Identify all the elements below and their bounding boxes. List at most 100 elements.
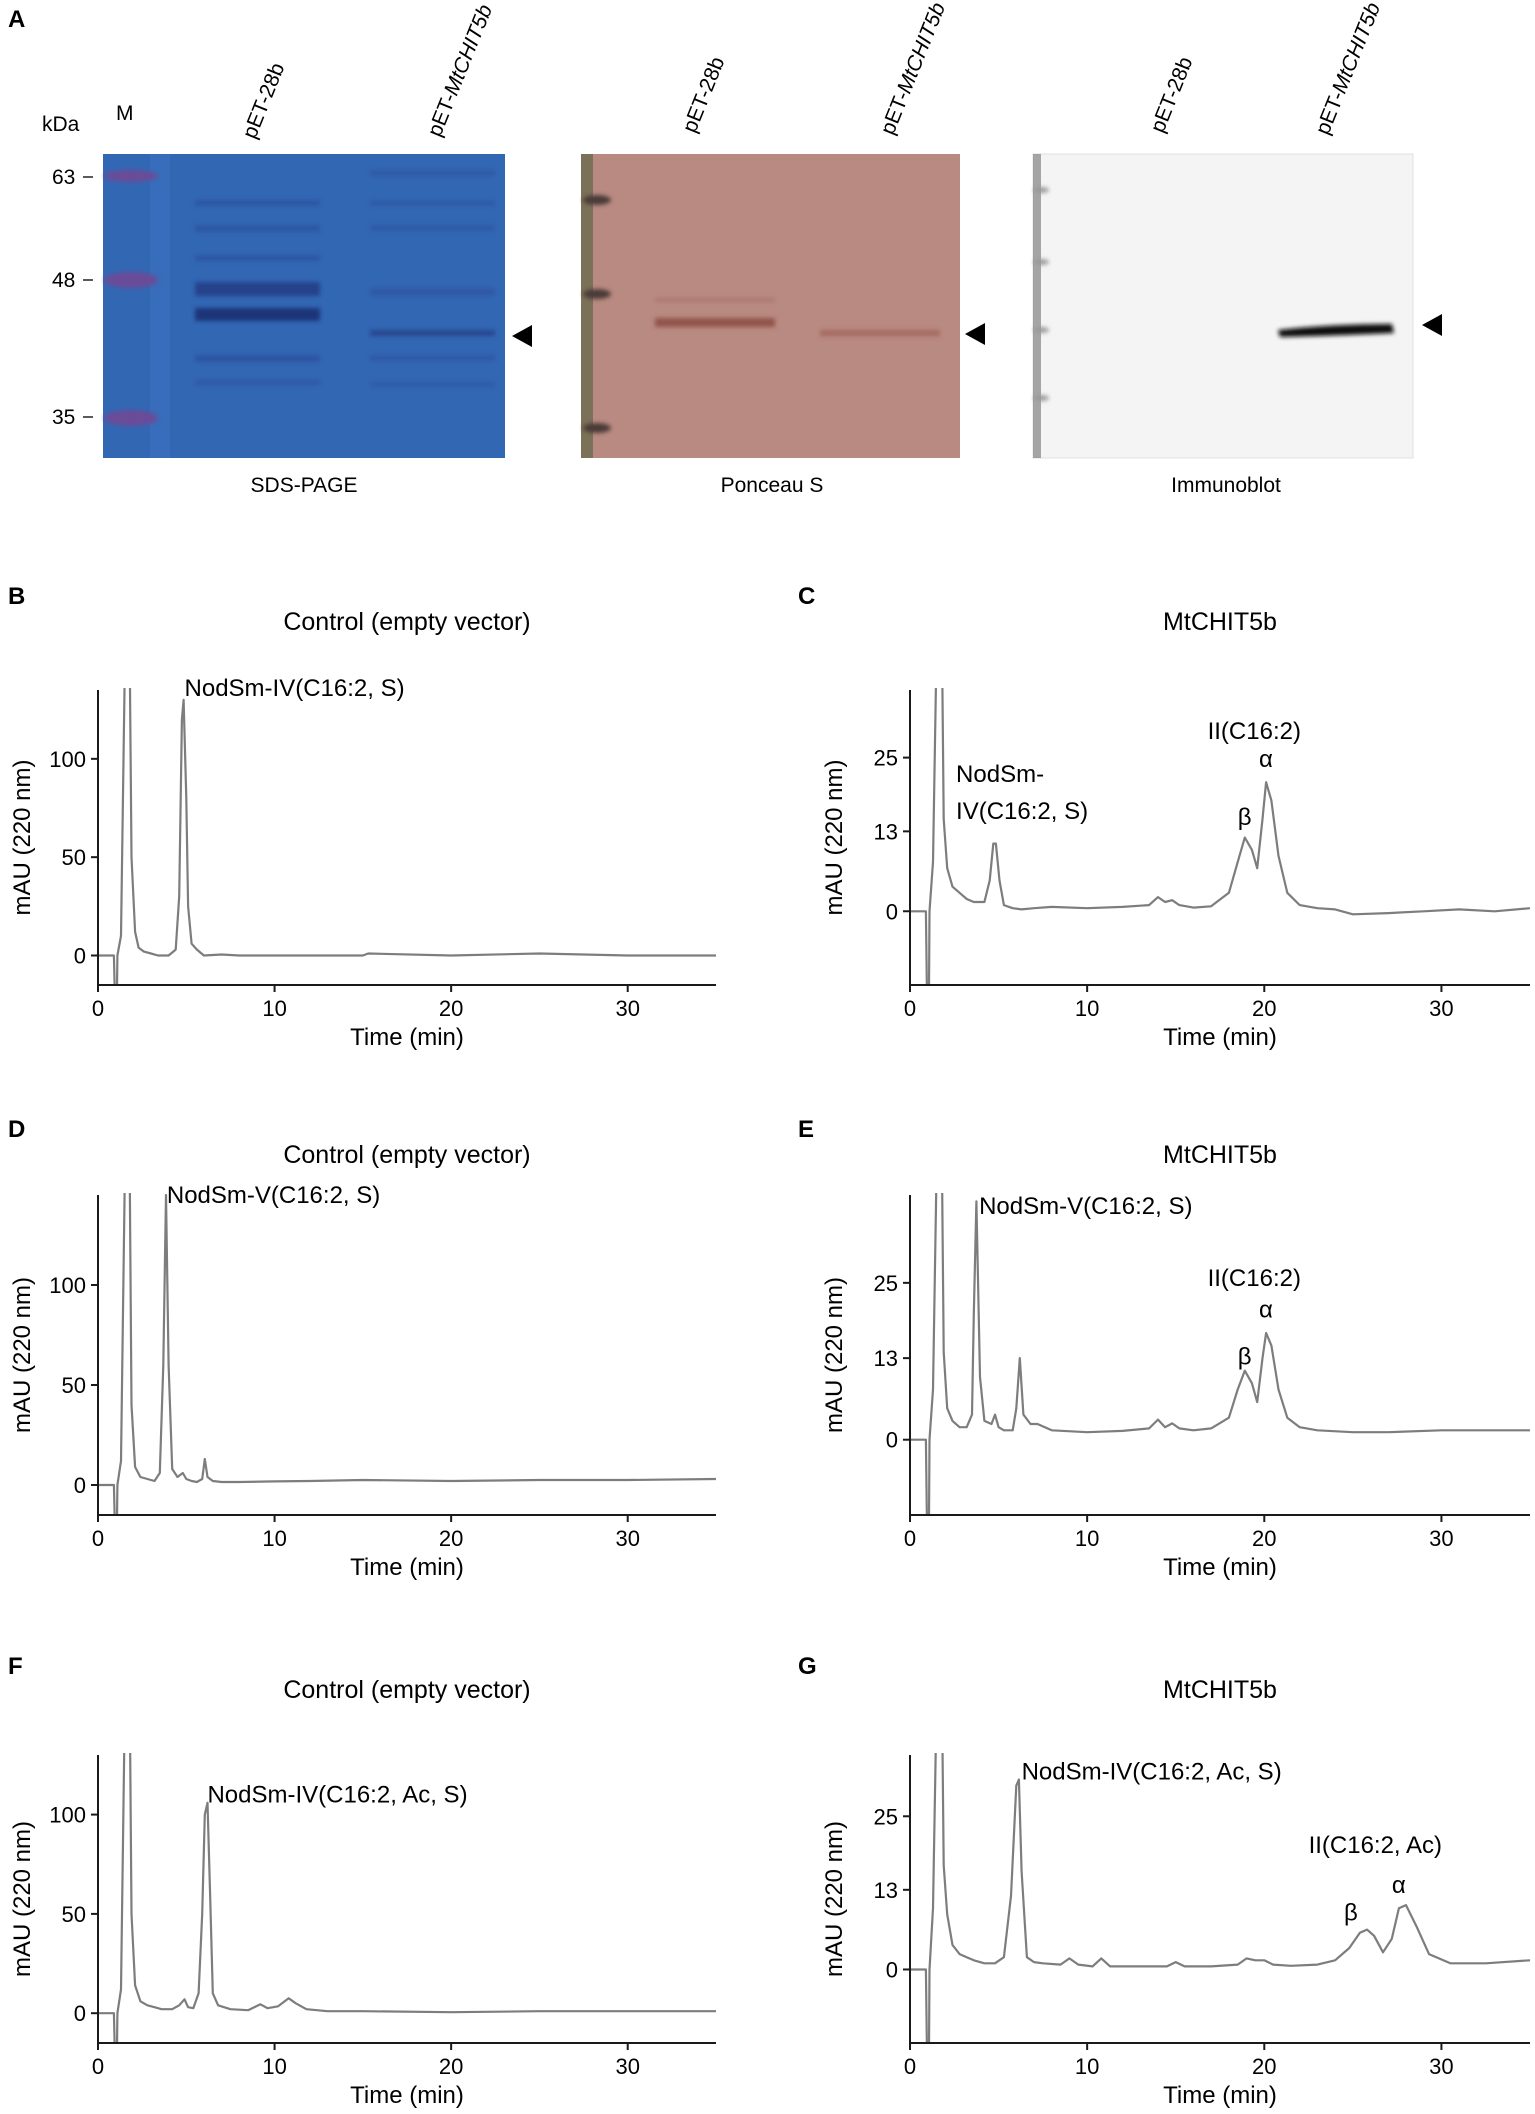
marker-35-label: 35 <box>52 406 75 429</box>
panel-e-trace-0 <box>910 1193 1530 1515</box>
panel-f: F Control (empty vector) 0 10 20 30 0 50 100 Time… <box>8 1653 716 2109</box>
panel-e-x-label: Time (min) <box>1163 1554 1277 1581</box>
panel-b-trace-0 <box>98 688 716 985</box>
panel-g-x-tick-label: 10 <box>1075 2054 1099 2079</box>
panel-c-x-tick-label: 30 <box>1429 996 1453 1021</box>
panel-c-title: MtCHIT5b <box>1163 608 1277 636</box>
immunoblot-band <box>1278 324 1394 337</box>
panel-e-x-tick-label: 20 <box>1252 1526 1276 1551</box>
panel-g-y-tick-label: 13 <box>874 1878 898 1903</box>
panel-g-letter: G <box>798 1653 817 1680</box>
sds-lane-2-label: pET-MtCHIT5b <box>423 1 497 140</box>
panel-c-annotation: β <box>1238 804 1252 831</box>
panel-d-x-tick-label: 10 <box>262 1526 286 1551</box>
panel-letter-a: A <box>8 6 25 33</box>
panel-e-y-label: mAU (220 nm) <box>821 1277 848 1433</box>
panel-d-trace-0 <box>98 1193 717 1515</box>
ponceau-caption: Ponceau S <box>721 474 824 497</box>
panel-g-annotation: α <box>1392 1872 1406 1899</box>
panel-e: E MtCHIT5b 0 10 20 30 0 13 25 Time (min) mAU (220 … <box>798 1116 1530 1581</box>
panel-f-y-tick-label: 100 <box>49 1803 86 1828</box>
panel-e-x-tick-label: 10 <box>1075 1526 1099 1551</box>
sds-lane-2-bands <box>370 170 495 387</box>
panel-b-x-tick-label: 0 <box>92 996 104 1021</box>
panel-g-x-tick-label: 0 <box>904 2054 916 2079</box>
marker-lane-label: M <box>116 102 134 125</box>
marker-48: 48 <box>52 269 93 292</box>
panel-e-x-tick-label: 0 <box>904 1526 916 1551</box>
panel-c-trace-0 <box>910 688 1531 985</box>
sds-arrowhead <box>512 325 532 347</box>
panel-c-y-tick-label: 0 <box>886 899 898 924</box>
panel-g-annotation: II(C16:2, Ac) <box>1309 1832 1442 1859</box>
ponceau-blot: Ponceau S <box>581 154 985 497</box>
panel-g-title: MtCHIT5b <box>1163 1676 1277 1704</box>
panel-f-y-tick-label: 50 <box>62 1902 86 1927</box>
panel-c-x-label: Time (min) <box>1163 1024 1277 1051</box>
marker-63: 63 <box>52 166 93 189</box>
panel-f-x-tick-label: 0 <box>92 2054 104 2079</box>
panel-c-letter: C <box>798 583 815 610</box>
panel-c-annotation: II(C16:2) <box>1208 718 1301 745</box>
ponceau-bands <box>655 298 940 336</box>
panel-g-x-tick-label: 20 <box>1252 2054 1276 2079</box>
panel-b: B Control (empty vector) 0 10 20 30 0 50 100 Time… <box>8 583 716 1051</box>
panel-e-title: MtCHIT5b <box>1163 1141 1277 1169</box>
panel-f-x-tick-label: 20 <box>439 2054 463 2079</box>
panel-g-x-tick-label: 30 <box>1429 2054 1453 2079</box>
panel-d-y-tick-label: 0 <box>74 1473 86 1498</box>
panel-e-annotation: NodSm-V(C16:2, S) <box>979 1193 1192 1220</box>
kda-label: kDa <box>42 113 80 136</box>
panel-d: D Control (empty vector) 0 10 20 30 0 50 100 Time… <box>8 1116 717 1581</box>
panel-f-trace-0 <box>98 1753 716 2043</box>
panel-f-y-tick-label: 0 <box>74 2001 86 2026</box>
panel-e-letter: E <box>798 1116 814 1143</box>
panel-d-y-label: mAU (220 nm) <box>9 1277 36 1433</box>
panel-b-y-tick-label: 0 <box>74 944 86 969</box>
ponceau-arrowhead <box>965 323 985 345</box>
panel-g-y-tick-label: 25 <box>874 1804 898 1829</box>
ponceau-lane-2-label: pET-MtCHIT5b <box>876 0 950 138</box>
panel-c-x-tick-label: 10 <box>1075 996 1099 1021</box>
marker-48-label: 48 <box>52 269 75 292</box>
panel-b-y-tick-label: 50 <box>62 845 86 870</box>
panel-d-letter: D <box>8 1116 25 1143</box>
panel-d-x-tick-label: 20 <box>439 1526 463 1551</box>
panel-b-x-tick-label: 20 <box>439 996 463 1021</box>
panel-e-y-tick-label: 0 <box>886 1428 898 1453</box>
panel-f-letter: F <box>8 1653 23 1680</box>
panel-f-annotation: NodSm-IV(C16:2, Ac, S) <box>207 1782 467 1809</box>
panel-c-y-tick-label: 25 <box>874 746 898 771</box>
panel-g-y-label: mAU (220 nm) <box>821 1821 848 1977</box>
marker-63-label: 63 <box>52 166 75 189</box>
panel-g-y-tick-label: 0 <box>886 1957 898 1982</box>
panel-d-y-tick-label: 50 <box>62 1373 86 1398</box>
sds-page-gel: SDS-PAGE <box>103 154 532 497</box>
panel-g-trace-0 <box>910 1753 1531 2043</box>
panel-d-x-label: Time (min) <box>350 1554 464 1581</box>
panel-f-y-label: mAU (220 nm) <box>9 1821 36 1977</box>
panel-f-title: Control (empty vector) <box>283 1676 530 1704</box>
immunoblot: Immunoblot <box>1032 153 1442 497</box>
panel-b-x-label: Time (min) <box>350 1024 464 1051</box>
panel-f-x-tick-label: 30 <box>615 2054 639 2079</box>
immunoblot-caption: Immunoblot <box>1171 474 1281 497</box>
panel-g-annotation: NodSm-IV(C16:2, Ac, S) <box>1022 1759 1282 1786</box>
marker-35: 35 <box>52 406 93 429</box>
panel-g-annotation: β <box>1344 1899 1358 1926</box>
panel-e-x-tick-label: 30 <box>1429 1526 1453 1551</box>
panel-b-annotation: NodSm-IV(C16:2, S) <box>185 675 405 702</box>
ponceau-marker-bands <box>583 195 611 433</box>
sds-caption: SDS-PAGE <box>251 474 358 497</box>
panel-e-annotation: β <box>1238 1343 1252 1370</box>
panel-a: A kDa M 63 48 35 pET-28b pET-MtCHIT5b pE… <box>8 0 1442 497</box>
panel-c-annotation: IV(C16:2, S) <box>956 798 1088 825</box>
panel-b-title: Control (empty vector) <box>283 608 530 636</box>
panel-c-x-tick-label: 0 <box>904 996 916 1021</box>
immunoblot-background <box>1032 153 1414 459</box>
panel-b-x-tick-label: 30 <box>615 996 639 1021</box>
panel-c: C MtCHIT5b 0 10 20 30 0 13 25 Time (min) mAU (220 … <box>798 583 1531 1051</box>
panel-e-annotation: α <box>1259 1296 1273 1323</box>
